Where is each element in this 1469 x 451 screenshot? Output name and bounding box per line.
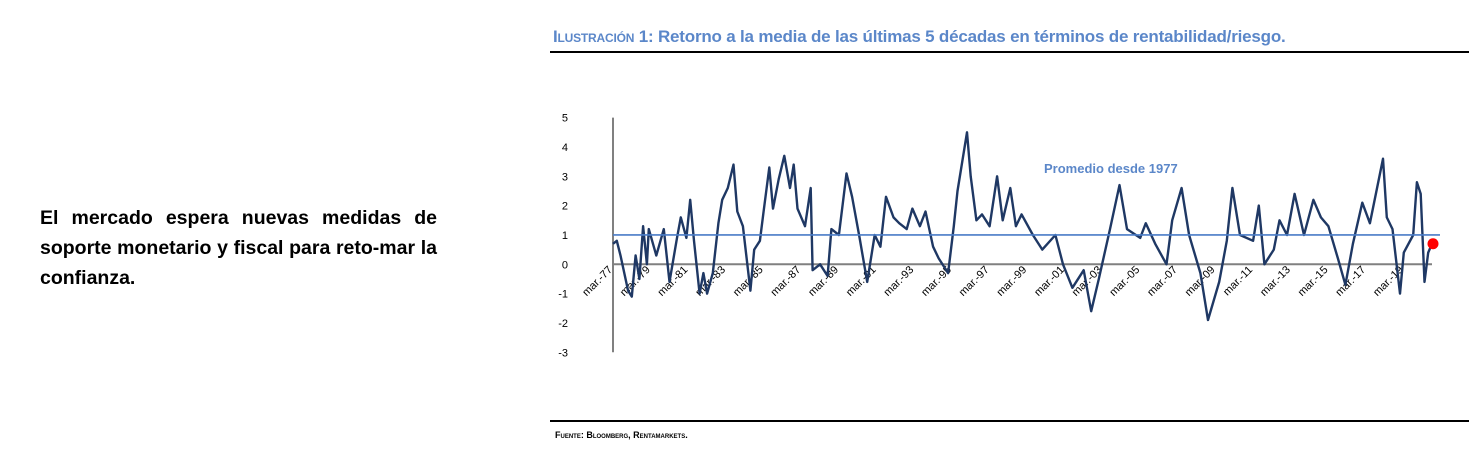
x-tick-label: mar.-97 [957, 264, 992, 299]
y-tick-label: -1 [558, 289, 568, 301]
figure-source: Fuente: Bloomberg, Rentamarkets. [555, 430, 688, 440]
x-tick-label: mar.-05 [1107, 264, 1142, 299]
x-tick-label: mar.-77 [580, 264, 615, 299]
figure-title-text: Retorno a la media de las últimas 5 déca… [657, 27, 1286, 46]
x-tick-label: mar.-01 [1032, 264, 1067, 299]
figure-label: Ilustración 1: [553, 27, 654, 46]
y-tick-label: 5 [562, 113, 568, 125]
y-tick-label: -2 [558, 318, 568, 330]
x-tick-label: mar.-13 [1258, 264, 1293, 299]
y-tick-label: 2 [562, 201, 568, 213]
x-tick-label: mar.-81 [656, 264, 691, 299]
x-tick-label: mar.-11 [1221, 264, 1255, 298]
x-tick-label: mar.-91 [844, 264, 879, 299]
x-tick-label: mar.-87 [769, 264, 804, 299]
x-tick-label: mar.-93 [882, 264, 917, 299]
y-tick-label: 0 [562, 259, 568, 271]
latest-point-marker [1427, 238, 1439, 250]
series-line [612, 131, 1434, 322]
y-tick-label: 1 [562, 230, 568, 242]
x-tick-label: mar.-07 [1145, 264, 1180, 299]
x-tick-label: mar.-15 [1296, 264, 1331, 299]
title-rule [550, 51, 1469, 53]
average-label: Promedio desde 1977 [1044, 161, 1178, 176]
y-tick-label: 4 [562, 142, 568, 154]
source-rule [550, 420, 1469, 422]
x-tick-label: mar.-17 [1333, 264, 1368, 299]
lead-paragraph: El mercado espera nuevas medidas de sopo… [40, 207, 437, 289]
y-tick-label: 3 [562, 171, 568, 183]
x-tick-label: mar.-99 [994, 264, 1029, 299]
y-tick-label: -3 [558, 347, 568, 359]
figure-title: Ilustración 1: Retorno a la media de las… [553, 27, 1286, 47]
